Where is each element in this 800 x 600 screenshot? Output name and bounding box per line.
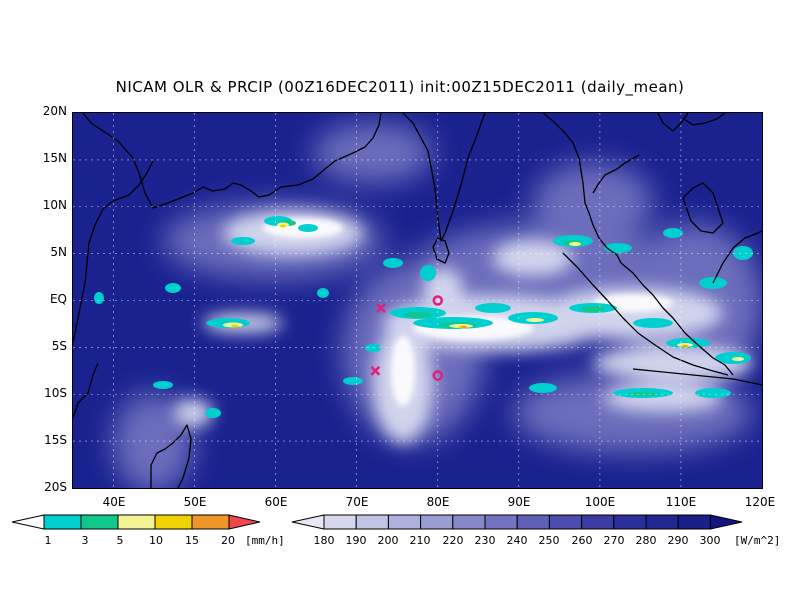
lon-tick-label: 60E — [264, 495, 288, 509]
lat-tick-label: EQ — [49, 292, 67, 306]
station-cross-marker — [376, 303, 386, 313]
lat-tick-label: 15N — [42, 151, 67, 165]
lon-tick-label: 90E — [507, 495, 531, 509]
olr-colorbar: 180 190 200 210 220 230 240 250 260 270 … — [288, 510, 800, 560]
lat-tick-label: 10S — [44, 386, 67, 400]
olr-colorbar-bar — [291, 514, 743, 530]
olr-unit-label: [W/m^2] — [734, 534, 781, 547]
olr-colorbar-label: 200 — [377, 534, 399, 547]
lat-tick-label: 10N — [42, 198, 67, 212]
map-title: NICAM OLR & PRCIP (00Z16DEC2011) init:00… — [115, 78, 685, 96]
olr-colorbar-swatch — [581, 514, 615, 530]
olr-colorbar-swatch — [548, 514, 583, 530]
olr-colorbar-label: 300 — [699, 534, 721, 547]
olr-colorbar-label: 220 — [442, 534, 464, 547]
olr-colorbar-label: 180 — [313, 534, 335, 547]
olr-colorbar-label: 190 — [345, 534, 367, 547]
sri-lanka — [432, 237, 450, 264]
precip-colorbar-label: 15 — [185, 534, 199, 547]
olr-colorbar-label: 230 — [474, 534, 496, 547]
olr-colorbar-label: 270 — [603, 534, 625, 547]
olr-colorbar-label: 250 — [538, 534, 560, 547]
olr-colorbar-swatch — [677, 514, 711, 530]
lat-tick-label: 15S — [44, 433, 67, 447]
lat-tick-label: 5N — [50, 245, 67, 259]
precip-colorbar-swatch — [191, 514, 230, 530]
olr-precip-map — [73, 113, 762, 488]
lat-tick-label: 20N — [42, 104, 67, 118]
olr-colorbar-swatch — [645, 514, 679, 530]
precip-colorbar-bar — [11, 514, 261, 530]
precip-colorbar-label: 20 — [221, 534, 235, 547]
lon-tick-label: 70E — [345, 495, 369, 509]
vietnam-coast — [682, 113, 726, 126]
malaysia-coast — [682, 182, 724, 234]
precip-unit-label: [mm/h] — [245, 534, 285, 547]
india-coast — [402, 113, 486, 242]
precip-colorbar-swatch — [117, 514, 156, 530]
precip-cells — [94, 216, 753, 418]
south-china-coast — [657, 113, 689, 132]
olr-colorbar-label: 210 — [409, 534, 431, 547]
precip-colorbar-over-arrow — [228, 514, 261, 530]
station-markers — [370, 295, 444, 381]
africa-east-coast — [73, 362, 99, 419]
olr-colorbar-label: 240 — [506, 534, 528, 547]
borneo-coast — [712, 230, 762, 284]
lat-tick-label: 20S — [44, 480, 67, 494]
precip-colorbar-swatch — [80, 514, 119, 530]
olr-colorbar-over-arrow — [709, 514, 743, 530]
lon-tick-label: 110E — [665, 495, 697, 509]
arabia-coast — [82, 113, 382, 209]
lon-tick-label: 50E — [183, 495, 207, 509]
station-circle-marker — [432, 295, 444, 306]
precip-colorbar-label: 10 — [149, 534, 163, 547]
olr-colorbar-swatch — [613, 514, 647, 530]
olr-cloud-field — [113, 123, 762, 488]
lon-tick-label: 120E — [744, 495, 776, 509]
lat-tick-label: 5S — [51, 339, 67, 353]
olr-colorbar-label: 260 — [571, 534, 593, 547]
olr-colorbar-swatch — [323, 514, 357, 530]
sumatra-east-coast — [620, 262, 734, 376]
precip-colorbar-swatch — [43, 514, 82, 530]
olr-colorbar-swatch — [452, 514, 486, 530]
station-circle-marker — [432, 370, 444, 381]
olr-colorbar-swatch — [516, 514, 550, 530]
lon-tick-label: 80E — [426, 495, 450, 509]
lat-lon-grid — [73, 113, 762, 488]
olr-colorbar-swatch — [355, 514, 389, 530]
precip-colorbar: 1 3 5 10 15 20 [mm/h] — [0, 510, 290, 560]
andaman-coast — [592, 154, 640, 194]
coastlines — [73, 113, 762, 488]
olr-colorbar-label: 290 — [667, 534, 689, 547]
olr-colorbar-swatch — [420, 514, 454, 530]
olr-colorbar-label: 280 — [635, 534, 657, 547]
precip-colorbar-label: 3 — [81, 534, 89, 547]
myanmar-coast — [542, 113, 622, 264]
station-cross-marker — [370, 365, 381, 376]
precip-colorbar-swatch — [154, 514, 193, 530]
olr-colorbar-swatch — [387, 514, 422, 530]
precip-colorbar-under-arrow — [11, 514, 45, 530]
olr-colorbar-swatch — [484, 514, 518, 530]
map-plot-area — [72, 112, 763, 489]
lon-tick-label: 100E — [584, 495, 616, 509]
precip-colorbar-label: 1 — [44, 534, 52, 547]
africa-horn-coast — [73, 160, 154, 344]
madagascar — [150, 424, 192, 488]
precip-colorbar-label: 5 — [116, 534, 124, 547]
java-coast — [632, 368, 762, 386]
lon-tick-label: 40E — [102, 495, 126, 509]
sumatra-west-coast — [562, 252, 729, 376]
olr-colorbar-under-arrow — [291, 514, 325, 530]
